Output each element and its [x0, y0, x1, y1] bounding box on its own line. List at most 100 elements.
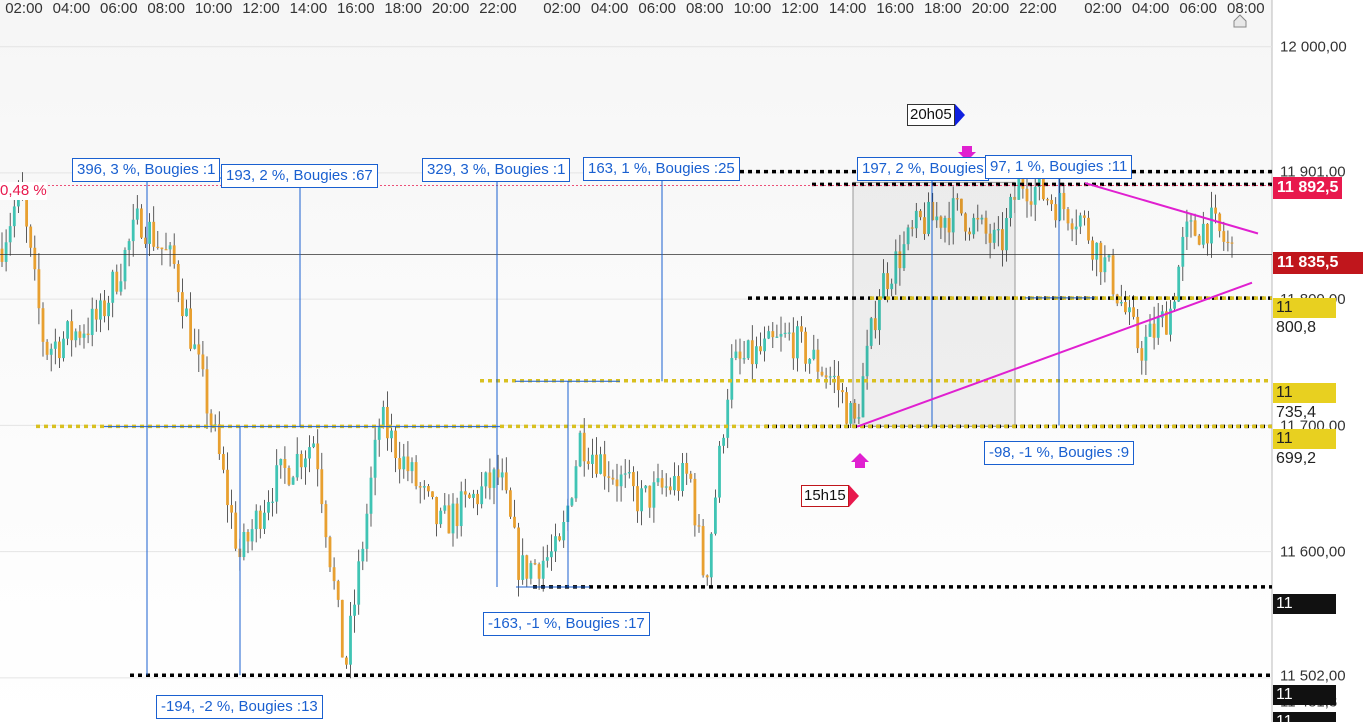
- candle-body: [677, 476, 680, 491]
- candle-body: [1103, 257, 1107, 273]
- candle-body: [377, 427, 381, 440]
- candle-body: [1005, 218, 1008, 251]
- candle-body: [759, 346, 762, 352]
- candle-body: [37, 269, 41, 309]
- measure-label: -194, -2 %, Bougies :13: [156, 695, 323, 719]
- candle-body: [845, 392, 848, 424]
- home-icon[interactable]: [1233, 14, 1247, 28]
- candle-body: [66, 321, 69, 339]
- time-tick-label: 08:00: [686, 0, 724, 17]
- candle-body: [730, 358, 734, 400]
- candle-body: [849, 402, 853, 424]
- candle-body: [357, 561, 361, 605]
- candle-body: [574, 466, 578, 499]
- candle-body: [964, 213, 967, 232]
- candle-body: [451, 503, 455, 534]
- time-tick-label: 22:00: [1019, 0, 1057, 17]
- candle-body: [927, 201, 930, 234]
- candle-body: [242, 532, 246, 558]
- candle-body: [422, 486, 426, 488]
- candle-body: [943, 217, 947, 228]
- candle-body: [94, 308, 98, 320]
- candle-body: [931, 201, 935, 221]
- candle-body: [361, 548, 365, 562]
- candle-body: [734, 351, 738, 359]
- candle-body: [771, 331, 775, 338]
- candle-body: [947, 217, 951, 233]
- time-tick-label: 12:00: [781, 0, 819, 17]
- candle-body: [250, 529, 254, 542]
- candle-body: [636, 486, 639, 512]
- candle-body: [619, 474, 623, 487]
- candle-body: [131, 219, 135, 242]
- candle-body: [607, 476, 611, 478]
- price-label: 11 735,4: [1273, 383, 1336, 421]
- time-tick-label: 18:00: [924, 0, 962, 17]
- candle-body: [181, 292, 184, 317]
- candle-body: [746, 340, 750, 359]
- candle-body: [894, 251, 898, 284]
- candle-body: [394, 430, 397, 459]
- time-marker-15h15: 15h15: [801, 485, 859, 507]
- candle-body: [1206, 223, 1209, 244]
- candle-body: [586, 461, 590, 464]
- candle-body: [152, 221, 156, 247]
- candle-body: [1074, 226, 1078, 230]
- candle-body: [951, 198, 955, 233]
- candle-body: [1042, 175, 1045, 200]
- candle-body: [1214, 207, 1217, 214]
- candle-body: [308, 447, 311, 459]
- candle-body: [722, 437, 725, 446]
- candle-body: [652, 482, 656, 508]
- price-tick-label: 11 901,00: [1280, 164, 1346, 181]
- candle-body: [246, 532, 250, 542]
- candle-body: [865, 345, 869, 377]
- time-marker-20h05: 20h05: [907, 104, 965, 126]
- price-label: 11 502,0: [1273, 685, 1336, 723]
- candle-body: [1193, 220, 1197, 236]
- candle-body: [287, 467, 291, 485]
- candle-body: [488, 472, 492, 488]
- candle-body: [545, 557, 549, 561]
- candle-body: [1173, 301, 1176, 309]
- candle-body: [349, 615, 352, 665]
- candle-body: [1021, 176, 1025, 189]
- candle-body: [705, 575, 709, 578]
- candle-body: [644, 485, 648, 489]
- candle-body: [693, 478, 697, 526]
- candle-body: [189, 308, 192, 349]
- candle-body: [492, 469, 496, 488]
- candle-body: [1119, 302, 1123, 304]
- candle-body: [1111, 255, 1115, 295]
- candle-body: [1132, 307, 1135, 317]
- time-tick-label: 04:00: [591, 0, 629, 17]
- candle-body: [726, 399, 730, 438]
- candle-body: [685, 463, 689, 474]
- candle-body: [500, 472, 504, 478]
- candle-body: [33, 247, 37, 270]
- candle-body: [86, 333, 90, 336]
- candle-body: [812, 349, 816, 359]
- candle-body: [673, 476, 676, 491]
- candle-body: [955, 198, 959, 200]
- selection-zone: [852, 181, 1016, 427]
- candle-body: [504, 472, 508, 491]
- variation-label: 0,48 %: [0, 182, 47, 200]
- candle-body: [328, 537, 332, 568]
- candle-body: [275, 465, 279, 502]
- measure-label: 197, 2 %, Bougies: [857, 157, 989, 181]
- candle-body: [796, 326, 799, 359]
- time-tick-label: 16:00: [337, 0, 375, 17]
- blue-arrow-icon: [954, 104, 965, 126]
- candle-body: [332, 567, 336, 582]
- candle-body: [984, 217, 988, 234]
- candle-body: [209, 413, 213, 426]
- candle-body: [935, 216, 939, 221]
- price-tick-label: 12 000,00: [1280, 39, 1347, 56]
- candle-body: [304, 458, 307, 468]
- trend-line-resistance: [1084, 182, 1259, 235]
- candle-body: [1066, 209, 1070, 224]
- candle-body: [193, 344, 197, 349]
- candle-body: [390, 430, 393, 439]
